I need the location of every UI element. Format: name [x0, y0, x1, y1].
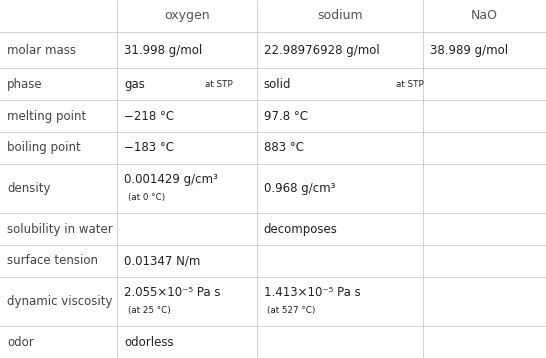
Text: density: density	[7, 182, 51, 195]
Text: −183 °C: −183 °C	[124, 141, 175, 154]
Text: at STP: at STP	[205, 80, 233, 89]
Text: solid: solid	[264, 78, 291, 91]
Text: 883 °C: 883 °C	[264, 141, 304, 154]
Text: solubility in water: solubility in water	[7, 223, 113, 236]
Text: boiling point: boiling point	[7, 141, 81, 154]
Text: 38.989 g/mol: 38.989 g/mol	[430, 44, 508, 57]
Text: odorless: odorless	[124, 335, 174, 349]
Text: (at 25 °C): (at 25 °C)	[128, 306, 171, 315]
Text: oxygen: oxygen	[164, 9, 210, 23]
Text: gas: gas	[124, 78, 145, 91]
Text: −218 °C: −218 °C	[124, 110, 175, 123]
Text: dynamic viscosity: dynamic viscosity	[7, 295, 112, 308]
Text: melting point: melting point	[7, 110, 86, 123]
Text: phase: phase	[7, 78, 43, 91]
Text: 97.8 °C: 97.8 °C	[264, 110, 308, 123]
Text: 31.998 g/mol: 31.998 g/mol	[124, 44, 203, 57]
Text: at STP: at STP	[396, 80, 424, 89]
Text: surface tension: surface tension	[7, 255, 98, 267]
Text: NaO: NaO	[471, 9, 498, 23]
Text: odor: odor	[7, 335, 34, 349]
Text: sodium: sodium	[317, 9, 363, 23]
Text: 1.413×10⁻⁵ Pa s: 1.413×10⁻⁵ Pa s	[264, 286, 360, 299]
Text: (at 0 °C): (at 0 °C)	[128, 193, 165, 202]
Text: (at 527 °C): (at 527 °C)	[268, 306, 316, 315]
Text: 2.055×10⁻⁵ Pa s: 2.055×10⁻⁵ Pa s	[124, 286, 221, 299]
Text: 0.968 g/cm³: 0.968 g/cm³	[264, 182, 335, 195]
Text: molar mass: molar mass	[7, 44, 76, 57]
Text: 0.001429 g/cm³: 0.001429 g/cm³	[124, 173, 218, 186]
Text: decomposes: decomposes	[264, 223, 337, 236]
Text: 22.98976928 g/mol: 22.98976928 g/mol	[264, 44, 379, 57]
Text: 0.01347 N/m: 0.01347 N/m	[124, 255, 201, 267]
